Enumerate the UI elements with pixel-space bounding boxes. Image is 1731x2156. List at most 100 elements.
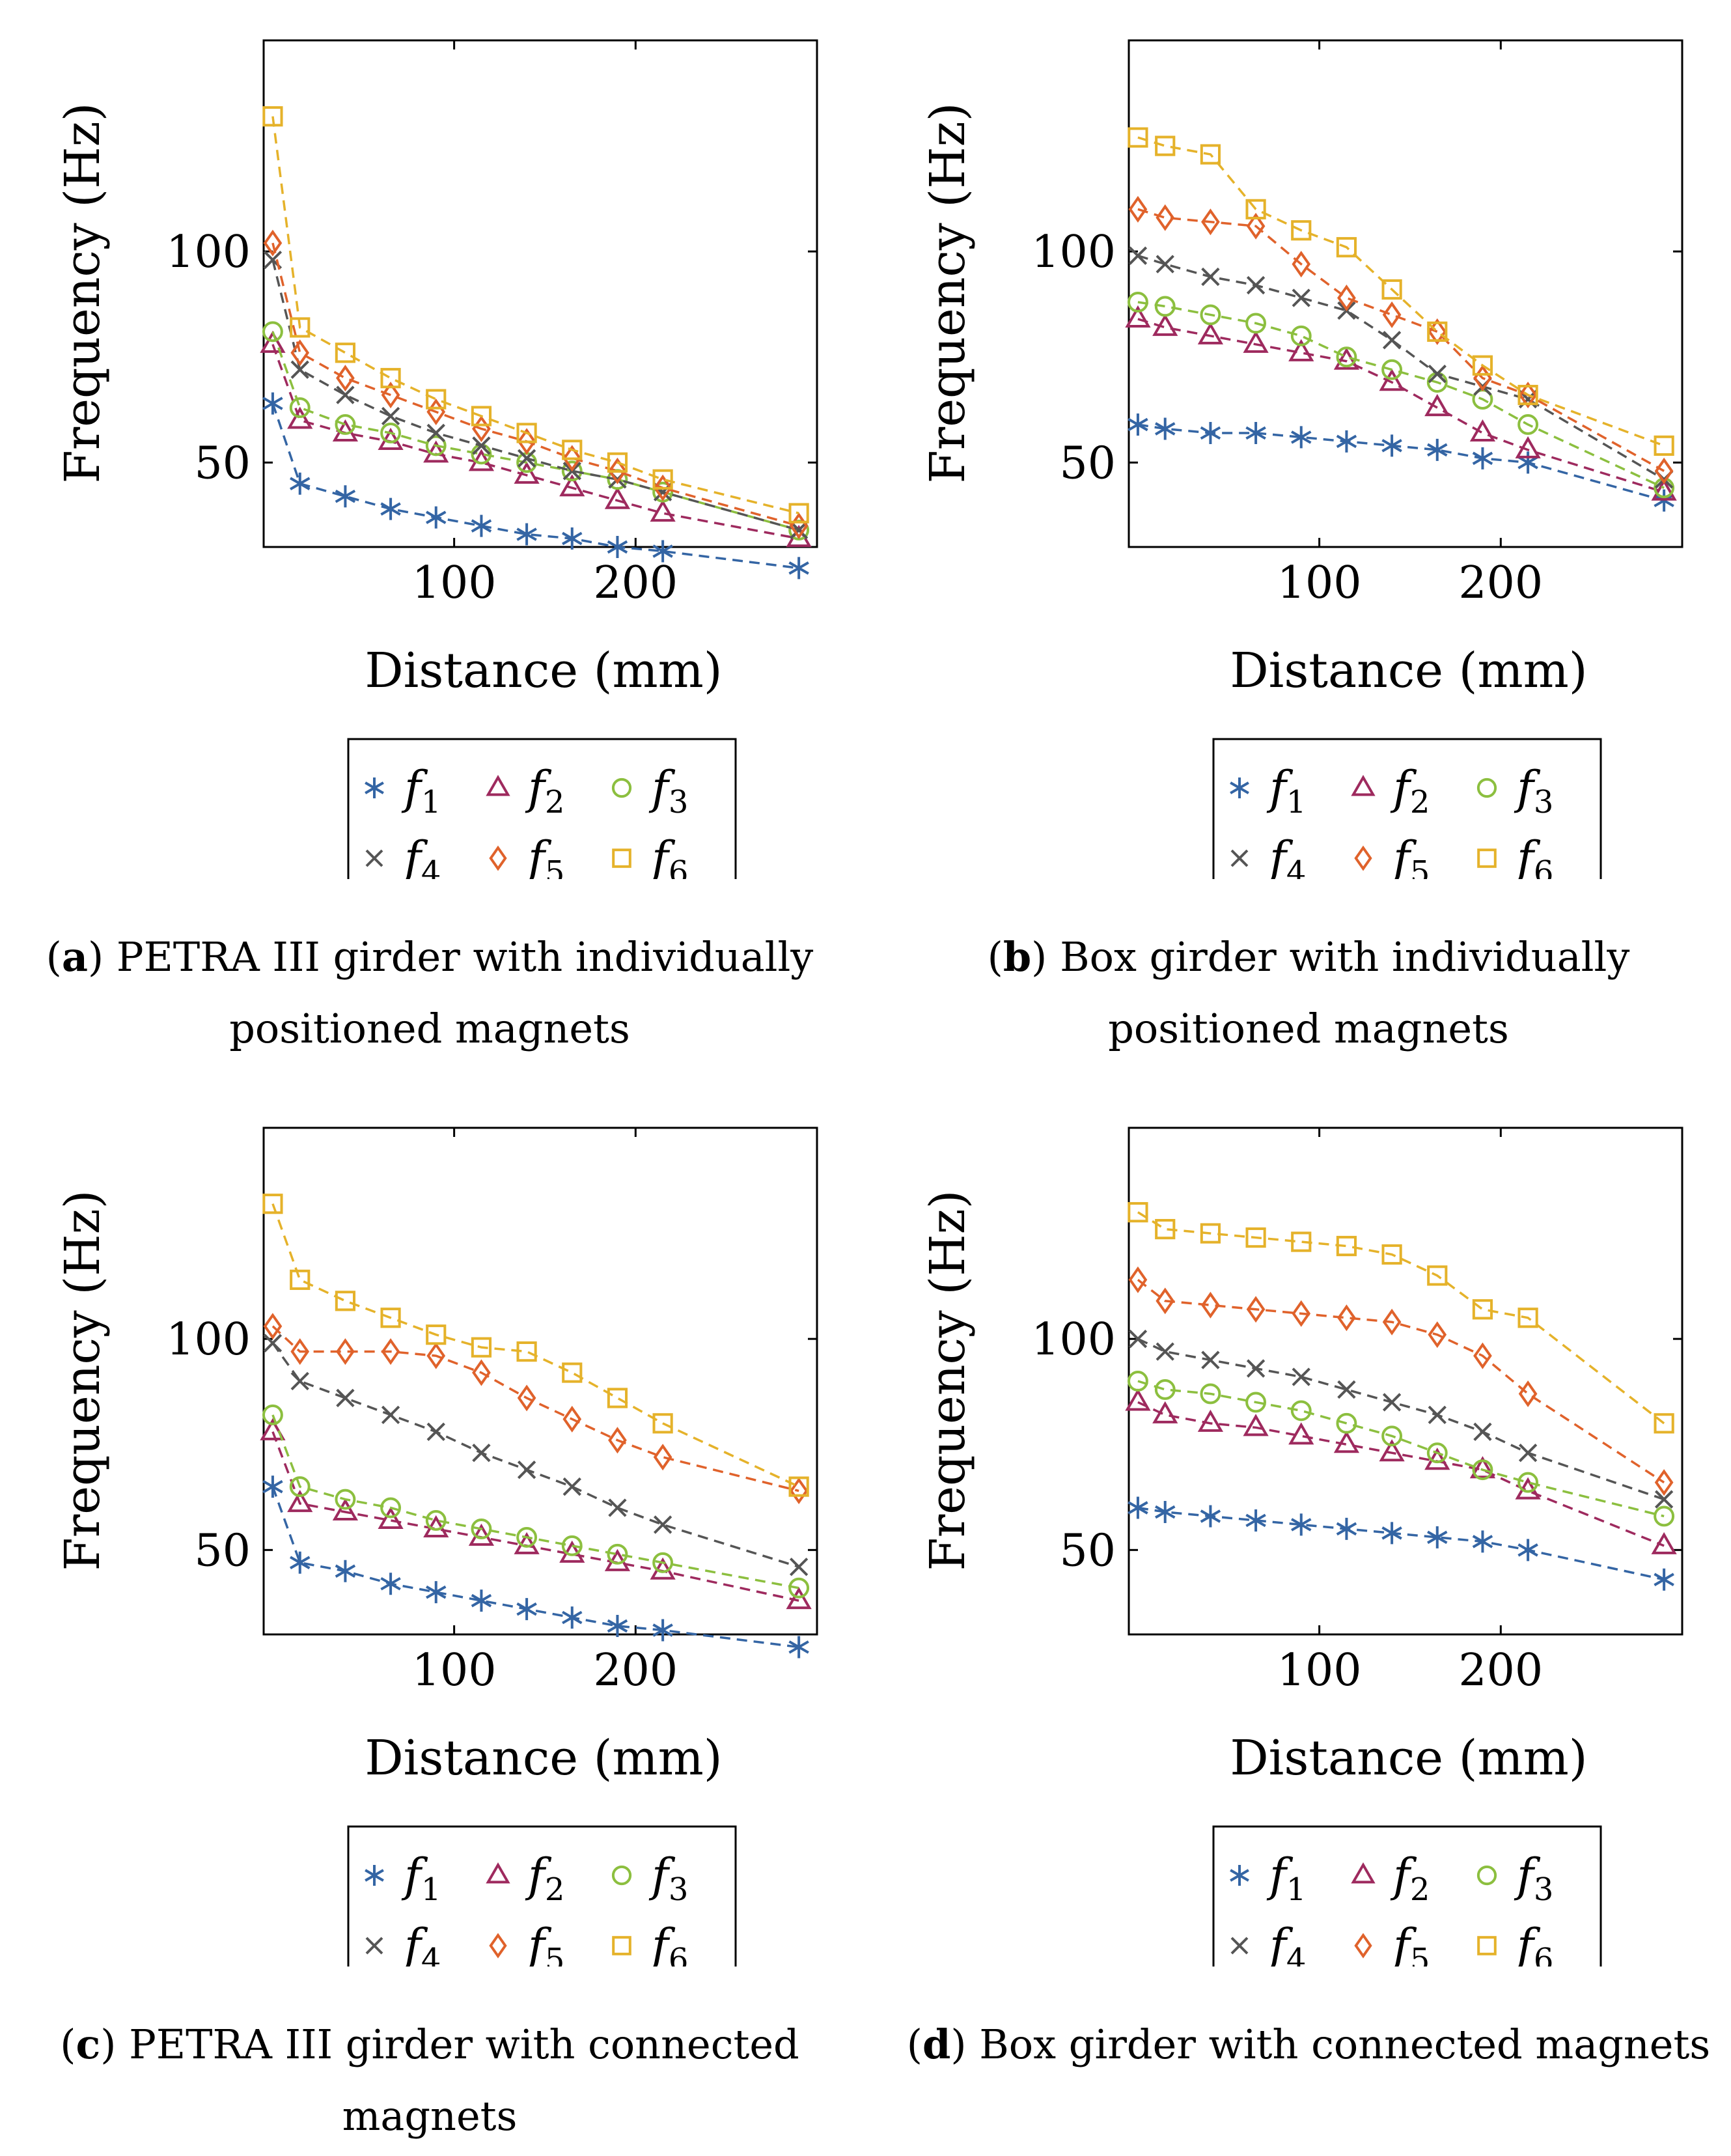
data-point-f2: [1243, 1414, 1269, 1436]
data-point-f6: [1245, 1227, 1266, 1248]
data-point-f3: [1654, 1505, 1675, 1527]
data-point-f5: [1128, 1266, 1148, 1293]
data-point-f4: [653, 1515, 672, 1534]
data-point-f6: [1291, 1231, 1312, 1252]
data-point-f2: [260, 330, 286, 353]
data-point-f3: [652, 1552, 674, 1573]
series-line-f5: [1137, 208, 1665, 472]
x-tick-label: 200: [1458, 557, 1543, 609]
data-point-f4: [789, 1558, 809, 1576]
legend-marker-f2: [1351, 1862, 1376, 1884]
data-point-f3: [516, 1526, 538, 1548]
legend-label-f2: f2: [1390, 1849, 1430, 1908]
data-point-f4: [1156, 255, 1174, 273]
data-point-f4: [1246, 1359, 1266, 1378]
data-point-f6: [1245, 199, 1266, 219]
data-point-f4: [1518, 1444, 1538, 1463]
data-point-f1: [1245, 1509, 1266, 1532]
legend-marker-f2: [486, 774, 510, 796]
data-point-f3: [425, 1510, 447, 1531]
data-point-f6: [426, 1324, 447, 1345]
legend-label-f5: f5: [1390, 832, 1430, 879]
data-point-f4: [1292, 288, 1310, 307]
plot-frame: [262, 1127, 818, 1636]
data-point-f6: [1427, 321, 1448, 342]
legend-marker-f1: [365, 1865, 384, 1886]
data-point-f3: [1200, 1383, 1221, 1405]
series-line-f3: [271, 1414, 799, 1589]
data-point-f1: [1336, 430, 1357, 453]
data-point-f1: [1155, 1500, 1176, 1523]
data-point-f5: [1518, 382, 1538, 409]
data-point-f5: [381, 1338, 400, 1365]
data-point-f3: [1245, 1392, 1267, 1413]
data-point-f2: [786, 1587, 812, 1610]
x-tick-label: 100: [412, 557, 497, 609]
data-point-f6: [262, 106, 283, 127]
data-point-f5: [653, 1444, 672, 1471]
data-point-f1: [1128, 413, 1148, 436]
data-point-f1: [1245, 421, 1266, 444]
data-point-f1: [1200, 421, 1221, 444]
series-line-f2: [271, 344, 799, 540]
data-point-f2: [1125, 305, 1151, 328]
data-point-f1: [380, 1573, 401, 1595]
data-point-f2: [1197, 1409, 1224, 1432]
series-line-f4: [1137, 1337, 1665, 1501]
data-point-f1: [1472, 447, 1493, 469]
data-point-f5: [608, 1427, 627, 1454]
series-line-f2: [1137, 1401, 1665, 1547]
data-point-f5: [1382, 301, 1402, 328]
data-point-f5: [653, 474, 672, 501]
legend-box: [347, 738, 737, 879]
data-point-f5: [290, 1338, 310, 1365]
data-point-f1: [1517, 1539, 1538, 1561]
data-point-f2: [1152, 1401, 1178, 1423]
data-point-f3: [1200, 304, 1221, 326]
data-point-f1: [380, 497, 401, 520]
caption-c: (c) PETRA III girder with connected magn…: [60, 2021, 799, 2140]
data-point-f6: [652, 469, 673, 490]
data-point-f2: [332, 1498, 359, 1521]
data-point-f2: [650, 499, 676, 522]
data-point-f1: [290, 1551, 311, 1574]
data-point-f6: [562, 440, 583, 460]
x-axis-label-a: Distance (mm): [365, 643, 722, 699]
data-point-f1: [1291, 426, 1312, 449]
data-point-f6: [1155, 1219, 1176, 1240]
data-point-f3: [561, 1535, 583, 1556]
data-point-f5: [336, 365, 355, 392]
y-tick-label: 100: [1031, 1314, 1116, 1365]
data-point-f4: [426, 1422, 445, 1441]
data-point-f4: [381, 406, 400, 426]
legend-label-f3: f3: [1514, 761, 1553, 820]
legend-marker-f3: [611, 777, 632, 798]
legend-marker-f5: [489, 1933, 507, 1959]
data-point-f3: [1517, 1472, 1539, 1493]
data-point-f3: [1154, 1379, 1176, 1400]
data-point-f4: [336, 385, 355, 404]
legend-marker-f6: [1477, 1936, 1497, 1955]
legend-marker-f3: [1476, 1865, 1497, 1886]
data-point-f4: [472, 1444, 491, 1463]
y-tick-label: 50: [194, 438, 251, 489]
data-point-f6: [1128, 1202, 1148, 1223]
data-point-f2: [514, 461, 540, 484]
data-point-f2: [1379, 369, 1405, 391]
data-point-f4: [1382, 331, 1402, 350]
data-point-f5: [1156, 204, 1175, 231]
data-point-f1: [1654, 1568, 1674, 1591]
data-point-f3: [1336, 346, 1357, 368]
data-point-f6: [516, 423, 537, 443]
legend-marker-f1: [365, 777, 384, 798]
data-point-f5: [1292, 251, 1311, 278]
data-point-f2: [559, 474, 585, 497]
data-point-f3: [289, 1476, 311, 1498]
y-tick-label: 50: [1059, 1525, 1116, 1576]
data-point-f1: [1128, 1496, 1148, 1519]
data-point-f1: [426, 1581, 447, 1604]
data-point-f4: [1428, 1405, 1447, 1425]
data-point-f2: [378, 1506, 404, 1529]
